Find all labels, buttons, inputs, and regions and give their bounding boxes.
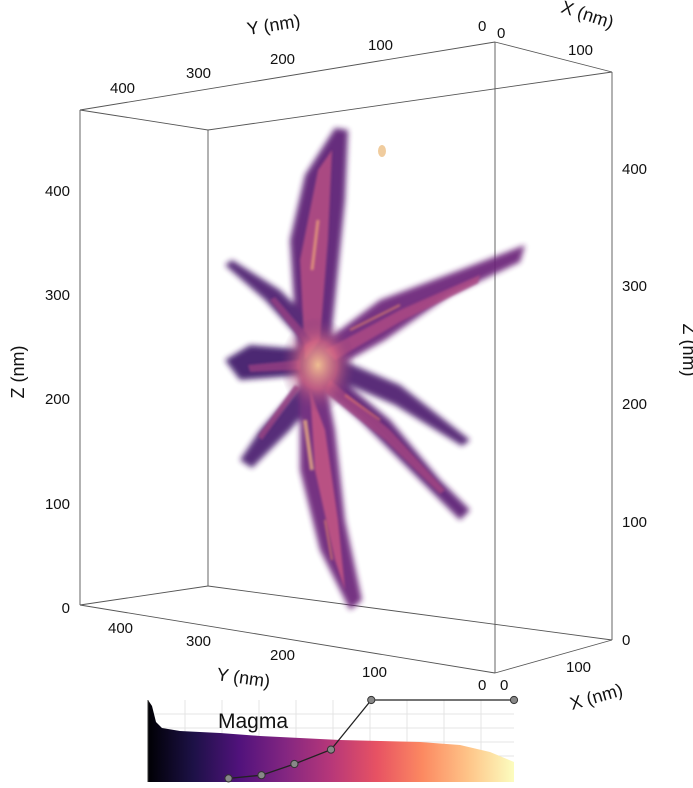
transfer-function-handle[interactable]: [257, 771, 266, 780]
x-top-tick: 0: [497, 25, 505, 42]
y-top-tick: 100: [368, 37, 393, 54]
x-bottom-tick: 100: [566, 659, 591, 676]
y-bottom-tick: 200: [270, 647, 295, 664]
z-left-axis-title: Z (nm): [8, 346, 28, 399]
axis-z-right: 400 300 200 100 0: [622, 161, 647, 649]
transfer-function-line: [228, 699, 514, 780]
z-left-tick: 100: [45, 496, 70, 513]
z-left-tick: 400: [45, 183, 70, 200]
z-left-tick: 300: [45, 287, 70, 304]
y-bottom-tick: 0: [478, 677, 486, 694]
z-right-axis-title: Z (nm): [679, 324, 693, 377]
transfer-function-handle[interactable]: [367, 695, 376, 705]
z-left-tick: 200: [45, 391, 70, 408]
transfer-function-handle[interactable]: [290, 759, 299, 769]
y-bottom-tick: 100: [362, 664, 387, 681]
x-bottom-axis-title: X (nm): [568, 680, 625, 714]
volume-rendering: [225, 128, 525, 610]
axis-y-bottom: 400 300 200 100 0 Y (nm): [108, 620, 486, 694]
axis-x-bottom: 0 100 X (nm): [500, 659, 625, 714]
z-right-tick: 200: [622, 396, 647, 413]
x-top-axis-title: X (nm): [559, 0, 617, 32]
y-top-tick: 400: [110, 80, 135, 97]
y-bottom-axis-title: Y (nm): [215, 664, 271, 691]
z-left-tick: 0: [62, 600, 70, 617]
x-top-tick: 100: [568, 42, 593, 59]
colormap-name: Magma: [218, 710, 288, 733]
transfer-function-handle[interactable]: [326, 745, 336, 754]
z-right-tick: 400: [622, 161, 647, 178]
axis-x-top: 0 100 X (nm): [497, 0, 616, 59]
y-bottom-tick: 400: [108, 620, 133, 637]
transfer-function-handles[interactable]: [224, 695, 519, 783]
colormap-histogram: [148, 700, 514, 782]
y-bottom-tick: 300: [186, 633, 211, 650]
z-right-tick: 300: [622, 278, 647, 295]
axis-y-top: 400 300 200 100 0 Y (nm): [110, 11, 486, 97]
axis-z-left: 400 300 200 100 0: [45, 183, 70, 617]
colormap-panel[interactable]: Magma: [147, 695, 519, 783]
y-top-tick: 0: [478, 18, 486, 35]
z-right-tick: 100: [622, 514, 647, 531]
x-bottom-tick: 0: [500, 677, 508, 694]
y-top-tick: 200: [270, 51, 295, 68]
z-right-tick: 0: [622, 632, 630, 649]
transfer-function-handle[interactable]: [224, 774, 233, 783]
y-top-tick: 300: [186, 65, 211, 82]
detached-particle: [378, 145, 386, 157]
bounding-box: [79, 41, 613, 674]
transfer-function-handle[interactable]: [509, 695, 519, 705]
y-top-axis-title: Y (nm): [245, 11, 301, 39]
